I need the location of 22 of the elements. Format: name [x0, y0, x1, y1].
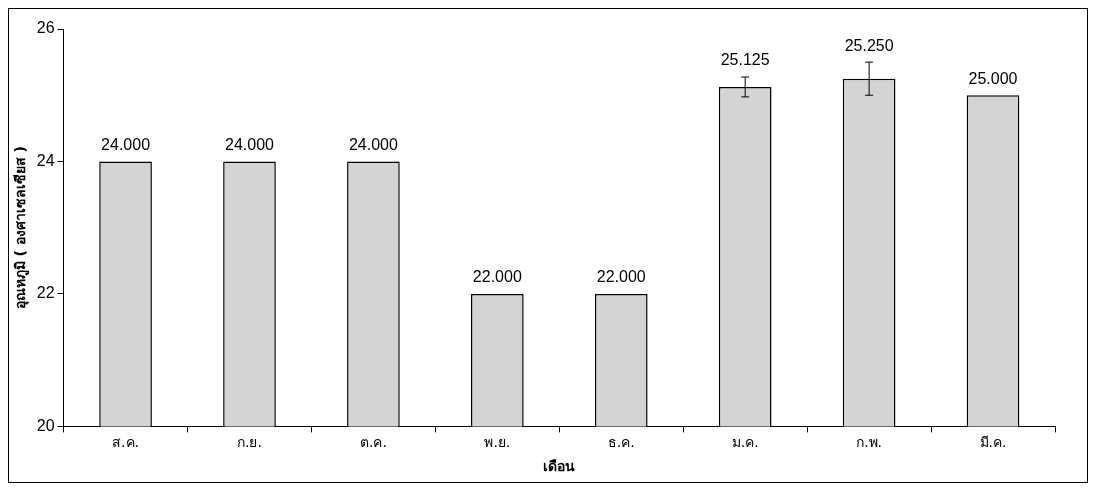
data-label: 25.250 [844, 36, 894, 54]
x-tick-label: ม.ค. [731, 434, 759, 451]
x-tick-label: ก.ย. [237, 434, 262, 451]
data-label: 24.000 [348, 135, 398, 153]
x-tick-label: ก.พ. [856, 434, 883, 451]
x-tick-label: ส.ค. [112, 434, 140, 451]
y-axis-title: อุณหภูมิ ( องศาเซลเซียส ) [12, 145, 30, 310]
y-tick-label: 20 [36, 416, 55, 434]
data-label: 24.000 [225, 135, 275, 153]
y-tick-label: 26 [36, 19, 55, 37]
data-label: 22.000 [596, 268, 646, 286]
data-label: 24.000 [101, 135, 151, 153]
x-tick-label: ธ.ค. [607, 434, 635, 451]
x-tick-label: พ.ย. [484, 434, 511, 451]
x-tick-label: ต.ค. [359, 434, 387, 451]
x-axis-title: เดือน [543, 458, 576, 475]
y-tick-label: 24 [36, 151, 55, 169]
x-tick-label: มี.ค. [979, 434, 1007, 451]
data-label: 25.125 [720, 51, 770, 69]
data-label: 22.000 [472, 268, 522, 286]
y-tick-label: 22 [36, 284, 55, 302]
data-label: 25.000 [968, 69, 1018, 87]
